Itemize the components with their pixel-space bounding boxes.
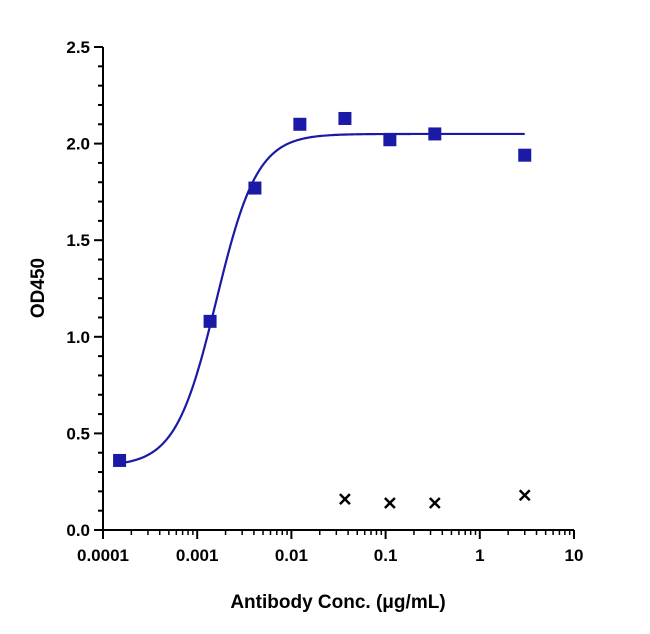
x-tick-label: 0.0001 [77,546,129,565]
square-data-point [428,127,442,141]
x-data-point [383,497,396,509]
y-tick-label: 2.0 [66,135,90,154]
square-data-point [248,181,262,195]
x-data-point [339,493,351,505]
x-tick-label: 0.001 [176,546,219,565]
square-data-point [203,314,217,328]
fit-curves [119,132,525,465]
x-tick-label: 1 [475,546,484,565]
y-tick-label: 1.0 [66,328,90,347]
y-tick-label: 1.5 [66,231,90,250]
y-tick-label: 0.0 [66,521,90,540]
x-tick-label: 10 [565,546,584,565]
x-tick-label: 0.1 [374,546,398,565]
axes [94,46,575,539]
x-axis-title: Antibody Conc. (μg/mL) [230,592,445,613]
tick-labels: 0.0 0.5 1.0 1.5 2.0 2.5 0.0001 0.001 0.01 0.1 1 10 [66,38,583,565]
x-data-point [518,489,531,502]
x-mark-stroke [428,497,441,509]
x-tick-label: 0.01 [275,546,308,565]
x-data-point [428,497,441,509]
square-data-point [518,148,532,162]
fit-curve [119,132,525,465]
x-mark-stroke [383,497,396,509]
data-points [113,111,532,509]
square-data-point [113,453,127,467]
y-tick-label: 2.5 [66,38,90,57]
y-axis-title: OD450 [28,258,49,318]
square-data-point [338,111,352,125]
x-mark-stroke [518,489,531,502]
x-mark-stroke [339,493,351,505]
square-data-point [293,117,307,131]
y-tick-label: 0.5 [66,424,90,443]
square-data-point [383,133,397,147]
